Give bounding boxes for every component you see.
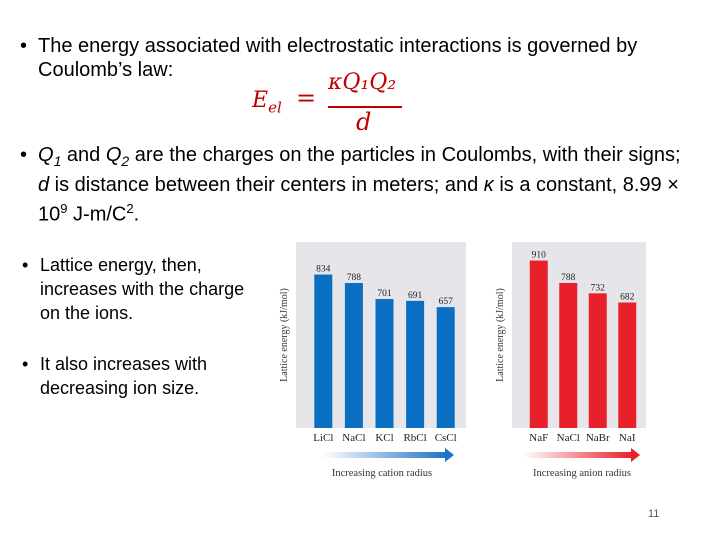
formula-lhs: Eel	[252, 88, 282, 117]
bullet-text: It also increases with decreasing ion si…	[40, 354, 208, 398]
formula-equals: =	[296, 84, 317, 112]
x-axis-label: Increasing anion radius	[533, 468, 631, 479]
data-label-nabr: 732	[591, 283, 606, 293]
axis-arrow-head	[445, 448, 454, 462]
y-axis-label: Lattice energy (kJ/mol)	[495, 288, 506, 382]
bar-nacl	[344, 283, 363, 428]
axis-arrow-shaft	[322, 452, 446, 458]
bar-licl	[314, 274, 333, 428]
tick-label-nai: NaI	[619, 432, 636, 444]
tick-label-nacl: NaCl	[342, 432, 365, 444]
y-axis-label: Lattice energy (kJ/mol)	[279, 288, 290, 382]
data-label-nacl: 788	[347, 273, 362, 283]
data-label-licl: 834	[316, 265, 331, 275]
bar-nacl	[559, 283, 578, 428]
x-axis-label: Increasing cation radius	[332, 468, 432, 479]
bullet-ion-size: • It also increases with decreasing ion …	[22, 352, 255, 400]
axis-arrow-head	[631, 448, 640, 462]
formula-denominator: d	[356, 108, 372, 136]
coulomb-formula: Eel = κQ₁Q₂ d	[252, 70, 412, 140]
bar-naf	[529, 260, 548, 428]
bullet-text: The energy associated with electrostatic…	[38, 35, 638, 81]
bullet-coulomb-law: • The energy associated with electrostat…	[20, 34, 698, 82]
tick-label-nacl: NaCl	[557, 432, 580, 444]
data-label-nacl: 788	[561, 273, 576, 283]
axis-arrow-shaft	[523, 452, 632, 458]
bar-rbcl	[406, 300, 425, 428]
tick-label-licl: LiCl	[313, 432, 333, 444]
data-label-nai: 682	[620, 293, 635, 303]
bullet-marker: •	[22, 354, 29, 374]
tick-label-cscl: CsCl	[435, 432, 457, 444]
bullet-text: Lattice energy, then, increases with the…	[40, 255, 245, 323]
formula-fraction-bar	[328, 106, 402, 108]
tick-label-kcl: KCl	[375, 432, 393, 444]
page-number: 11	[648, 508, 660, 520]
bullet-marker: •	[22, 255, 29, 275]
data-label-rbcl: 691	[408, 291, 423, 301]
bullet-marker: •	[20, 144, 28, 166]
tick-label-naf: NaF	[529, 432, 548, 444]
bar-nabr	[588, 293, 607, 428]
formula-numerator: κQ₁Q₂	[328, 70, 397, 95]
bullet-lattice-charge: • Lattice energy, then, increases with t…	[22, 253, 255, 325]
data-label-naf: 910	[532, 251, 547, 261]
bar-nai	[618, 302, 637, 428]
data-label-cscl: 657	[439, 297, 454, 307]
bullet-marker: •	[20, 35, 28, 57]
tick-label-nabr: NaBr	[586, 432, 610, 444]
bullet-charges-definition: • Q1 and Q2 are the charges on the parti…	[20, 144, 681, 226]
tick-label-rbcl: RbCl	[403, 432, 426, 444]
data-label-kcl: 701	[377, 289, 392, 299]
bar-kcl	[375, 299, 394, 428]
bar-cscl	[436, 307, 455, 428]
